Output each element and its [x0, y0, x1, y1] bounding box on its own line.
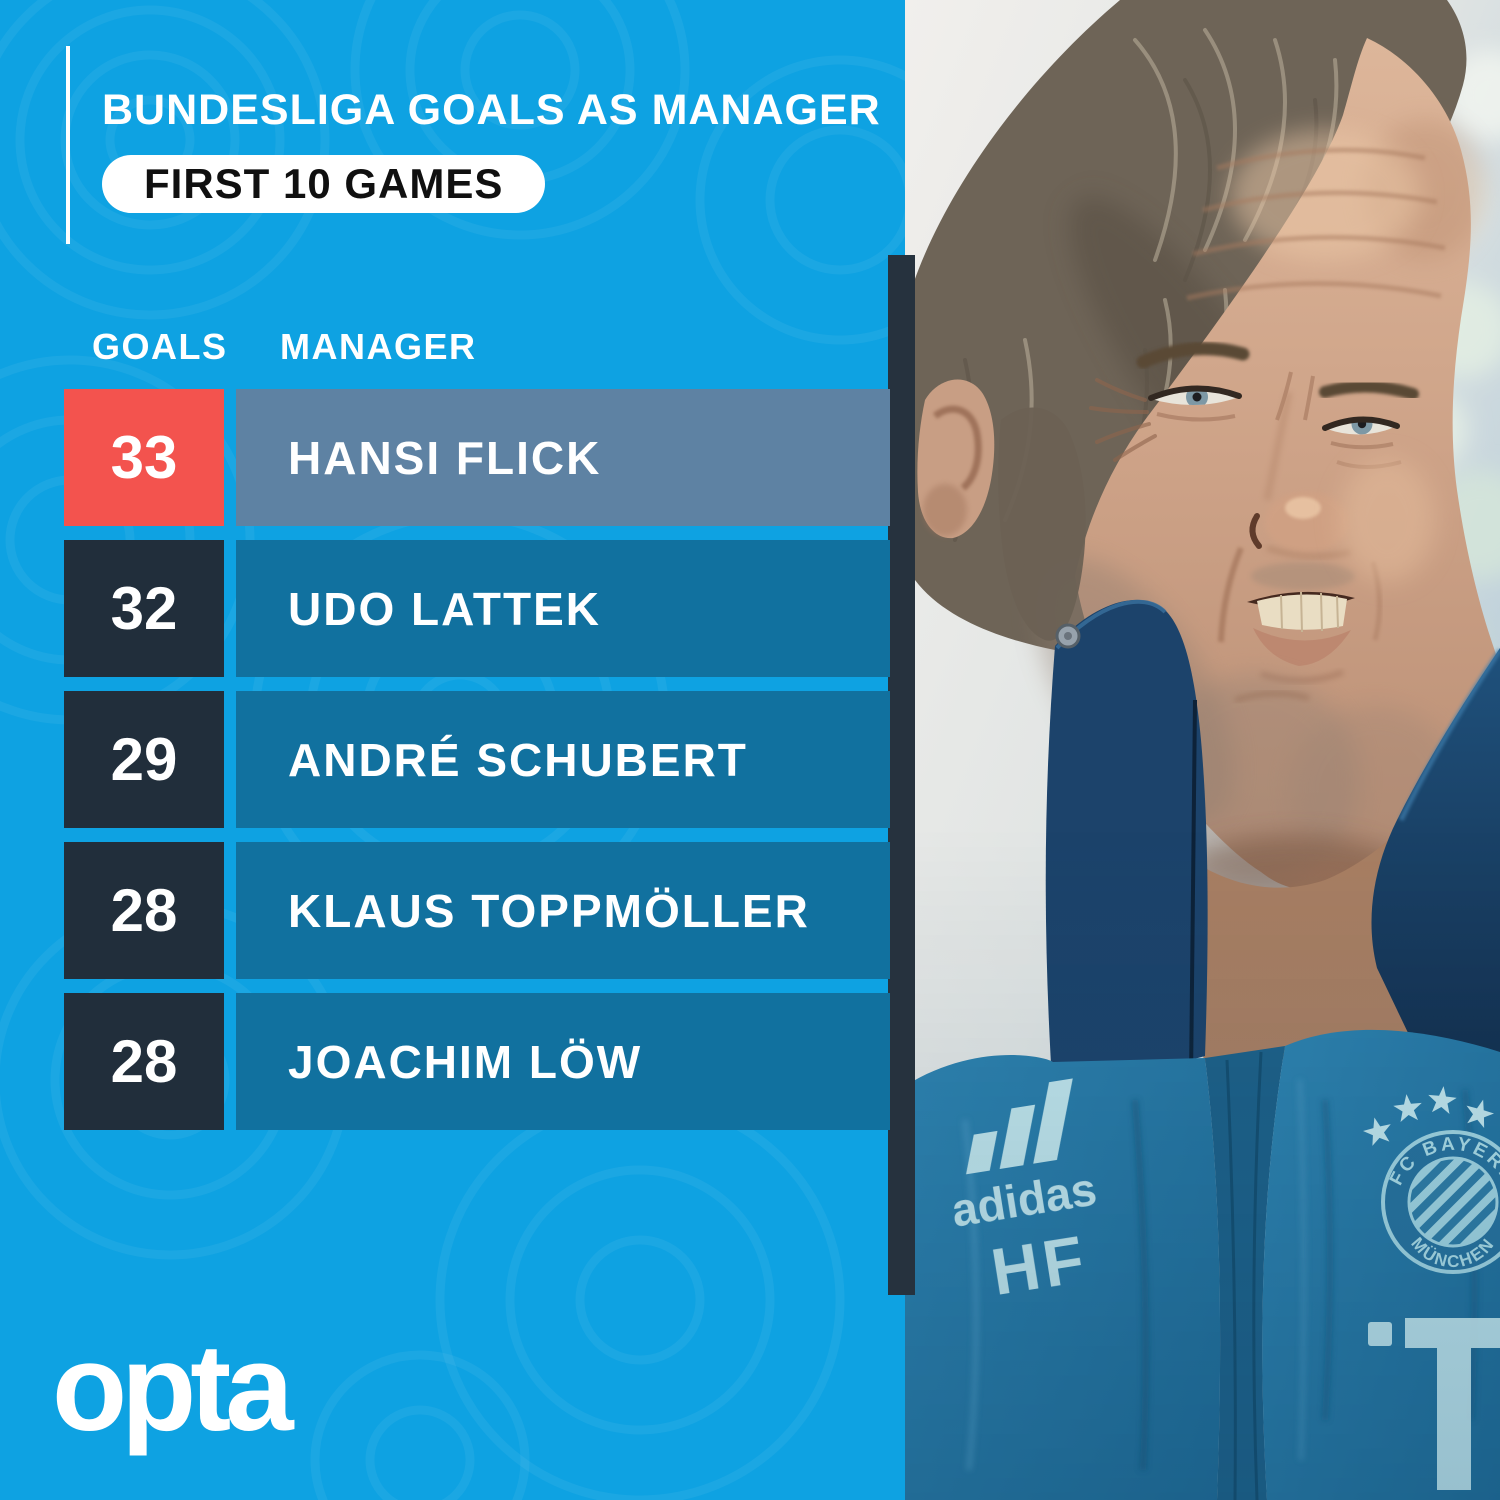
table-row: 33 HANSI FLICK — [64, 389, 890, 526]
manager-cell: HANSI FLICK — [236, 389, 890, 526]
goals-cell: 29 — [64, 691, 224, 828]
goals-cell: 28 — [64, 842, 224, 979]
manager-cell: UDO LATTEK — [236, 540, 890, 677]
goals-cell: 28 — [64, 993, 224, 1130]
table-row: 29 ANDRÉ SCHUBERT — [64, 691, 890, 828]
goals-cell: 32 — [64, 540, 224, 677]
page-title: BUNDESLIGA GOALS AS MANAGER — [102, 86, 881, 134]
table-shadow-strip — [888, 255, 915, 1295]
table-row: 32 UDO LATTEK — [64, 540, 890, 677]
table-row: 28 KLAUS TOPPMÖLLER — [64, 842, 890, 979]
title-accent-line — [66, 46, 70, 244]
manager-cell: JOACHIM LÖW — [236, 993, 890, 1130]
goals-cell: 33 — [64, 389, 224, 526]
opta-logo: opta — [52, 1320, 294, 1457]
column-header-manager: MANAGER — [280, 326, 477, 367]
manager-cell: KLAUS TOPPMÖLLER — [236, 842, 890, 979]
subtitle-badge: FIRST 10 GAMES — [102, 155, 546, 213]
table-row: 28 JOACHIM LÖW — [64, 993, 890, 1130]
manager-photo: adidas HF FC BAYERN MÜNCHEN — [905, 0, 1500, 1500]
photo-color-grade — [905, 0, 1500, 1500]
column-header-goals: GOALS — [92, 326, 228, 367]
manager-cell: ANDRÉ SCHUBERT — [236, 691, 890, 828]
